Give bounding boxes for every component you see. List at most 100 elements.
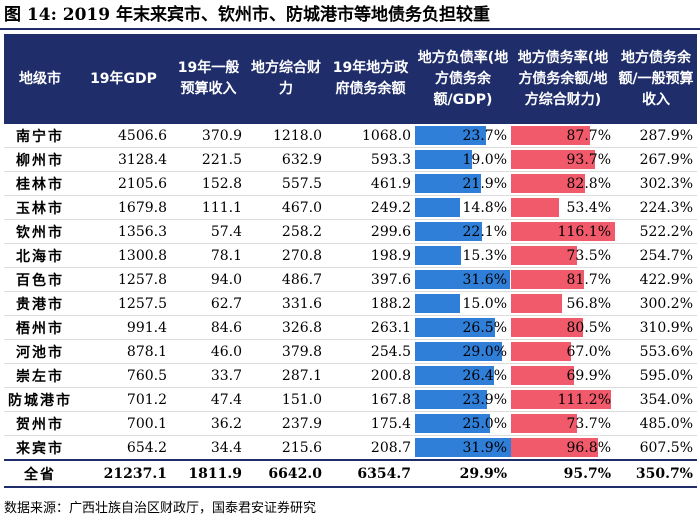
header-gdp: 19年GDP bbox=[76, 34, 171, 124]
cell-debt: 263.1 bbox=[326, 315, 415, 340]
ratio-gdp-bar bbox=[415, 318, 495, 337]
cell-ratio-fiscal: 69.9% bbox=[511, 363, 615, 388]
cell-gdp: 1679.8 bbox=[76, 195, 171, 220]
ratio-gdp-bar bbox=[415, 126, 487, 145]
cell-ratio-gdp: 25.0% bbox=[415, 411, 511, 436]
city-name: 玉林市 bbox=[4, 195, 76, 220]
cell-ratio-budget: 267.9% bbox=[615, 147, 697, 172]
cell-ratio-fiscal: 82.8% bbox=[511, 171, 615, 196]
city-name: 贵港市 bbox=[4, 291, 76, 316]
cell-ratio-budget: 254.7% bbox=[615, 243, 697, 268]
cell-budget: 1811.9 bbox=[171, 459, 246, 488]
cell-ratio-fiscal: 81.7% bbox=[511, 267, 615, 292]
header-fiscal: 地方综合财力 bbox=[246, 34, 326, 124]
ratio-gdp-value: 26.5% bbox=[462, 319, 507, 336]
cell-gdp: 3128.4 bbox=[76, 147, 171, 172]
table-row: 钦州市 1356.3 57.4 258.2 299.6 22.1% 116.1% 522.2% bbox=[4, 219, 697, 244]
cell-ratio-budget: 300.2% bbox=[615, 291, 697, 316]
cell-debt: 175.4 bbox=[326, 411, 415, 436]
cell-fiscal: 1218.0 bbox=[246, 124, 326, 148]
ratio-fiscal-bar bbox=[511, 366, 574, 385]
cell-ratio-gdp: 21.9% bbox=[415, 171, 511, 196]
ratio-gdp-bar bbox=[415, 414, 491, 433]
ratio-fiscal-value: 82.8% bbox=[566, 175, 611, 192]
table-row: 玉林市 1679.8 111.1 467.0 249.2 14.8% 53.4% 224.3% bbox=[4, 195, 697, 220]
ratio-fiscal-value: 116.1% bbox=[557, 223, 611, 240]
cell-ratio-fiscal: 111.2% bbox=[511, 387, 615, 412]
cell-debt: 6354.7 bbox=[326, 459, 415, 488]
cell-debt: 254.5 bbox=[326, 339, 415, 364]
ratio-fiscal-bar bbox=[511, 126, 590, 145]
cell-budget: 94.0 bbox=[171, 267, 246, 292]
cell-fiscal: 258.2 bbox=[246, 219, 326, 244]
cell-budget: 34.4 bbox=[171, 435, 246, 461]
cell-budget: 36.2 bbox=[171, 411, 246, 436]
cell-gdp: 878.1 bbox=[76, 339, 171, 364]
table-row: 柳州市 3128.4 221.5 632.9 593.3 19.0% 93.7% 267.9% bbox=[4, 147, 697, 172]
ratio-gdp-value: 22.1% bbox=[462, 223, 507, 240]
cell-ratio-gdp: 14.8% bbox=[415, 195, 511, 220]
table-row: 河池市 878.1 46.0 379.8 254.5 29.0% 67.0% 553.6% bbox=[4, 339, 697, 364]
ratio-fiscal-value: 53.4% bbox=[566, 199, 611, 216]
cell-fiscal: 379.8 bbox=[246, 339, 326, 364]
ratio-gdp-value: 15.0% bbox=[462, 295, 507, 312]
cell-budget: 62.7 bbox=[171, 291, 246, 316]
cell-debt: 198.9 bbox=[326, 243, 415, 268]
cell-ratio-gdp: 23.7% bbox=[415, 124, 511, 148]
title-divider bbox=[0, 28, 700, 30]
cell-ratio-gdp: 19.0% bbox=[415, 147, 511, 172]
city-name: 来宾市 bbox=[4, 435, 76, 461]
ratio-fiscal-value: 93.7% bbox=[566, 151, 611, 168]
table-row: 崇左市 760.5 33.7 287.1 200.8 26.4% 69.9% 595.0% bbox=[4, 363, 697, 388]
cell-ratio-budget: 607.5% bbox=[615, 435, 697, 461]
cell-budget: 33.7 bbox=[171, 363, 246, 388]
cell-ratio-budget: 595.0% bbox=[615, 363, 697, 388]
cell-debt: 299.6 bbox=[326, 219, 415, 244]
cell-debt: 397.6 bbox=[326, 267, 415, 292]
ratio-fiscal-bar bbox=[511, 174, 586, 193]
table-row: 南宁市 4506.6 370.9 1218.0 1068.0 23.7% 87.7% 287.… bbox=[4, 124, 697, 148]
ratio-gdp-bar bbox=[415, 150, 473, 169]
cell-fiscal: 287.1 bbox=[246, 363, 326, 388]
cell-debt: 461.9 bbox=[326, 171, 415, 196]
cell-fiscal: 215.6 bbox=[246, 435, 326, 461]
cell-ratio-budget: 422.9% bbox=[615, 267, 697, 292]
cell-ratio-fiscal: 56.8% bbox=[511, 291, 615, 316]
header-row: 地级市 19年GDP 19年一般预算收入 地方综合财力 19年地方政府债务余额 … bbox=[4, 34, 697, 124]
cell-fiscal: 331.6 bbox=[246, 291, 326, 316]
city-name: 柳州市 bbox=[4, 147, 76, 172]
cell-budget: 46.0 bbox=[171, 339, 246, 364]
cell-budget: 152.8 bbox=[171, 171, 246, 196]
city-name: 北海市 bbox=[4, 243, 76, 268]
cell-ratio-budget: 522.2% bbox=[615, 219, 697, 244]
city-name: 桂林市 bbox=[4, 171, 76, 196]
cell-ratio-budget: 310.9% bbox=[615, 315, 697, 340]
cell-fiscal: 632.9 bbox=[246, 147, 326, 172]
header-ratio-budget: 地方债务余额/一般预算收入 bbox=[615, 34, 697, 124]
ratio-gdp-bar bbox=[415, 198, 460, 217]
cell-gdp: 1356.3 bbox=[76, 219, 171, 244]
ratio-fiscal-bar bbox=[511, 270, 585, 289]
cell-gdp: 654.2 bbox=[76, 435, 171, 461]
cell-gdp: 991.4 bbox=[76, 315, 171, 340]
city-name: 贺州市 bbox=[4, 411, 76, 436]
cell-fiscal: 326.8 bbox=[246, 315, 326, 340]
cell-ratio-fiscal: 96.8% bbox=[511, 435, 615, 461]
figure-title: 图 14: 2019 年末来宾市、钦州市、防城港市等地债务负担较重 bbox=[4, 5, 491, 25]
debt-table: 地级市 19年GDP 19年一般预算收入 地方综合财力 19年地方政府债务余额 … bbox=[4, 34, 697, 488]
cell-gdp: 1257.5 bbox=[76, 291, 171, 316]
ratio-gdp-value: 14.8% bbox=[462, 199, 507, 216]
cell-budget: 57.4 bbox=[171, 219, 246, 244]
cell-fiscal: 237.9 bbox=[246, 411, 326, 436]
cell-ratio-budget: 350.7% bbox=[615, 459, 697, 488]
ratio-gdp-value: 29.0% bbox=[462, 343, 507, 360]
ratio-fiscal-value: 111.2% bbox=[557, 391, 611, 408]
ratio-fiscal-value: 67.0% bbox=[566, 343, 611, 360]
city-name: 崇左市 bbox=[4, 363, 76, 388]
ratio-fiscal-bar bbox=[511, 246, 577, 265]
cell-ratio-fiscal: 80.5% bbox=[511, 315, 615, 340]
cell-debt: 593.3 bbox=[326, 147, 415, 172]
cell-ratio-budget: 354.0% bbox=[615, 387, 697, 412]
header-ratio-gdp: 地方负债率(地方债务余额/GDP) bbox=[415, 34, 511, 124]
city-name: 河池市 bbox=[4, 339, 76, 364]
